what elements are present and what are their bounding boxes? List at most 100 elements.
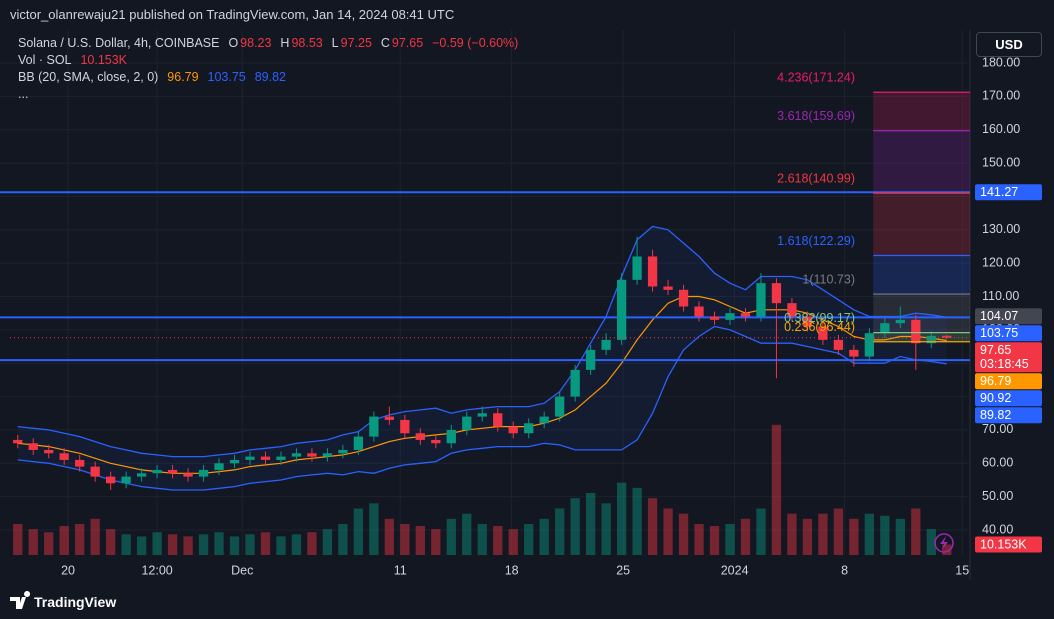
fib-zone [873,193,970,256]
volume-bar [787,513,797,555]
candle-body [322,453,333,457]
x-tick-label: 11 [394,563,407,577]
volume-bar [694,524,704,555]
candle-body [849,349,859,357]
y-tick-label: 150.00 [982,155,1020,169]
volume-bar [709,526,720,555]
volume-bar [586,493,596,555]
candle-body [539,416,549,424]
legend-more[interactable]: ... [18,87,29,101]
volume-bar [632,487,642,555]
candle-body [709,316,720,320]
volume-tag [975,536,1042,553]
y-tick-label: 160.00 [982,122,1020,136]
bb-value: 89.82 [254,70,286,84]
candle-body [895,319,905,324]
price-tag [975,373,1042,390]
price-tag-label: 103.75 [980,326,1018,340]
fib-label: 4.236(171.24) [777,71,855,85]
fib-label: 3.618(159.69) [777,109,855,123]
published-line: victor_olanrewaju21 published on Trading… [10,7,455,22]
candle-body [462,416,472,430]
volume-bar [508,529,518,555]
volume-bar [384,518,394,555]
candle-body [678,289,689,307]
volume-bar [152,532,162,555]
volume-bar [570,498,580,555]
volume-bar [740,518,751,555]
price-tag-label: 90.92 [980,391,1011,405]
volume-bar [307,532,317,555]
candle-body [198,469,209,477]
volume-bar [167,534,178,555]
volume-bar [756,508,766,555]
volume-bar [291,534,302,555]
symbol-title: Solana / U.S. Dollar, 4h, COINBASE [18,36,220,50]
candle-body [106,476,116,484]
candle-body [353,436,364,450]
volume-bar [911,508,921,555]
fib-label: 0.236(96.44) [784,320,855,334]
y-tick-label: 60.00 [982,456,1013,470]
candle-body [508,426,518,434]
candle-body [229,459,240,464]
candle-body [771,283,782,304]
fib-zone [873,130,970,194]
candle-body [167,469,178,474]
candle-body [616,279,627,340]
ohlc-key: C [380,36,390,50]
volume-bar [942,544,952,555]
price-tag [975,184,1042,201]
brand-name: TradingView [34,594,117,610]
volume-bar [28,529,38,555]
volume-bar [260,532,271,555]
candle-body [864,333,874,357]
candle-body [75,459,85,467]
candle-body [13,439,23,444]
candle-body [415,433,425,440]
price-tag-label: 96.79 [980,374,1011,388]
candle-body [28,443,38,450]
candle-body [44,449,54,454]
volume-bar [431,529,441,555]
candle-body [632,256,642,280]
candle-body [214,463,224,470]
candle-body [59,453,69,460]
x-tick-label: 12:00 [141,563,172,577]
candle-body [291,453,302,457]
volume-bar [926,529,936,555]
price-tag [975,308,1042,325]
alert-icon[interactable] [934,533,954,553]
volume-bar [663,508,673,555]
volume-bar [214,532,224,555]
x-tick-label: 25 [616,563,630,577]
volume-bar [198,534,209,555]
price-tag-label: 97.65 [980,343,1011,357]
volume-bar [90,518,100,555]
y-tick-label: 180.00 [982,55,1020,69]
candle-body [245,456,255,460]
ohlc-value: 98.23 [240,36,272,50]
candle-body [833,339,844,350]
candle-body [136,473,147,477]
volume-bar [415,526,425,555]
candle-body [90,466,100,477]
volume-bar [75,524,85,555]
x-tick-label: 20 [61,563,75,577]
ohlc-value: 97.65 [391,36,424,50]
x-tick-label: 8 [841,563,848,577]
volume-value: 10.153K [80,53,128,67]
alert-icon-bolt [940,536,948,550]
x-tick-label: 15 [955,563,969,577]
currency-button[interactable]: USD [976,32,1042,57]
candle-body [663,286,673,290]
candle-body [740,313,751,317]
candle-body [183,473,193,477]
countdown: 03:18:45 [980,357,1029,371]
fib-label: 1.618(122.29) [777,234,855,248]
y-tick-label: 70.00 [982,422,1013,436]
legend-row: Solana / U.S. Dollar, 4h, COINBASE O 98.2… [18,35,520,52]
candle-body [493,413,503,427]
volume-bar [802,518,813,555]
